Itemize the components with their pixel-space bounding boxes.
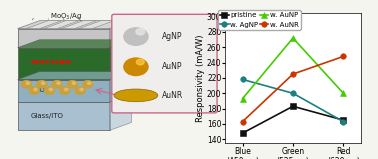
Text: AuNR: AuNR bbox=[162, 91, 183, 100]
Polygon shape bbox=[17, 102, 110, 130]
Circle shape bbox=[65, 88, 68, 91]
Circle shape bbox=[75, 87, 85, 94]
Circle shape bbox=[72, 82, 76, 84]
Text: P3HT:PCBM: P3HT:PCBM bbox=[31, 60, 72, 65]
Circle shape bbox=[136, 29, 145, 35]
Legend: pristine, w. AgNP, w. AuNP, w. AuNR: pristine, w. AgNP, w. AuNP, w. AuNR bbox=[218, 10, 301, 30]
Circle shape bbox=[49, 88, 53, 91]
w. AgNP bbox=[240, 79, 245, 80]
Line: w. AuNR: w. AuNR bbox=[240, 54, 346, 124]
Polygon shape bbox=[17, 29, 110, 48]
Circle shape bbox=[87, 82, 91, 84]
Line: w. AgNP: w. AgNP bbox=[240, 77, 346, 124]
w. AuNR bbox=[341, 55, 345, 57]
Ellipse shape bbox=[114, 89, 158, 102]
Text: AuNP: AuNP bbox=[162, 62, 183, 71]
Text: MoO$_3$/Ag: MoO$_3$/Ag bbox=[50, 12, 82, 22]
Circle shape bbox=[80, 88, 83, 91]
Circle shape bbox=[29, 87, 39, 94]
Line: pristine: pristine bbox=[240, 104, 346, 136]
Polygon shape bbox=[61, 21, 96, 29]
Polygon shape bbox=[26, 21, 61, 29]
w. AuNP bbox=[341, 92, 345, 94]
Text: AgNP: AgNP bbox=[162, 32, 183, 41]
Circle shape bbox=[124, 28, 148, 45]
Circle shape bbox=[67, 81, 77, 88]
Circle shape bbox=[42, 82, 45, 84]
Polygon shape bbox=[79, 21, 114, 29]
Polygon shape bbox=[17, 21, 132, 29]
Circle shape bbox=[136, 59, 144, 65]
Circle shape bbox=[26, 82, 29, 84]
Polygon shape bbox=[110, 94, 132, 130]
Circle shape bbox=[21, 81, 31, 88]
Text: Glass/ITO: Glass/ITO bbox=[31, 113, 64, 119]
Circle shape bbox=[37, 81, 47, 88]
pristine bbox=[240, 132, 245, 134]
w. AuNP bbox=[291, 37, 295, 39]
w. AuNR bbox=[291, 73, 295, 75]
w. AuNP bbox=[240, 98, 245, 100]
FancyBboxPatch shape bbox=[112, 14, 217, 113]
Polygon shape bbox=[17, 40, 132, 48]
Polygon shape bbox=[110, 72, 132, 102]
Polygon shape bbox=[17, 72, 132, 80]
Y-axis label: Responsivity (mA/W): Responsivity (mA/W) bbox=[197, 34, 205, 122]
Circle shape bbox=[44, 87, 54, 94]
pristine bbox=[341, 119, 345, 121]
Circle shape bbox=[124, 58, 148, 76]
Circle shape bbox=[83, 81, 93, 88]
Circle shape bbox=[60, 87, 70, 94]
w. AgNP bbox=[291, 92, 295, 94]
pristine bbox=[291, 105, 295, 107]
Line: w. AuNP: w. AuNP bbox=[240, 35, 346, 101]
Polygon shape bbox=[110, 40, 132, 80]
Circle shape bbox=[52, 81, 62, 88]
Circle shape bbox=[34, 88, 37, 91]
Polygon shape bbox=[44, 21, 79, 29]
Polygon shape bbox=[110, 21, 132, 48]
Polygon shape bbox=[17, 48, 110, 80]
Polygon shape bbox=[17, 80, 110, 102]
Circle shape bbox=[57, 82, 60, 84]
w. AgNP bbox=[341, 121, 345, 123]
Text: ZnO: ZnO bbox=[31, 87, 45, 93]
w. AuNR bbox=[240, 121, 245, 123]
